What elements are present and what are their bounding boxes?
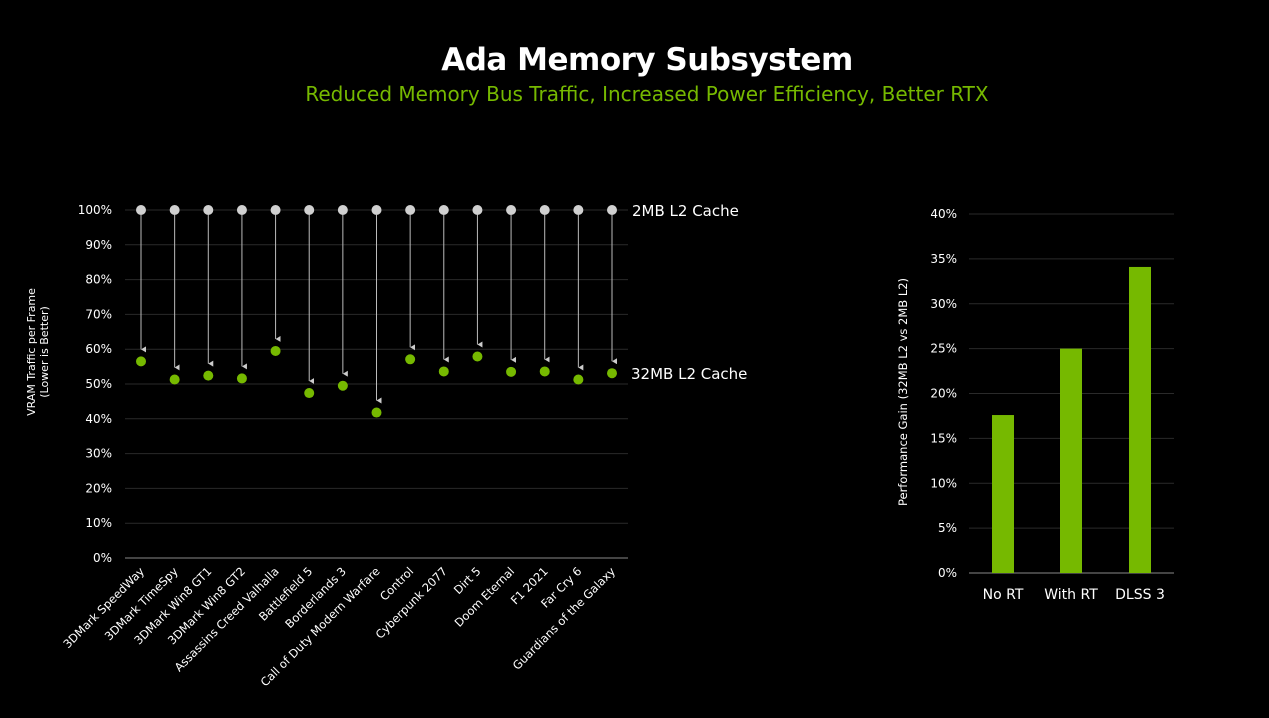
point-2mb-l2 <box>405 205 416 215</box>
y-tick-label: 40% <box>930 207 957 221</box>
y-tick-label: 30% <box>85 447 112 461</box>
point-2mb-l2 <box>607 205 617 215</box>
y-tick-label: 50% <box>85 377 112 391</box>
y-tick-label: 0% <box>938 566 957 580</box>
point-32mb-l2 <box>438 366 449 377</box>
point-32mb-l2 <box>136 356 146 367</box>
point-2mb-l2 <box>506 205 517 215</box>
point-32mb-l2 <box>203 370 214 381</box>
y-tick-label: 70% <box>85 307 112 321</box>
point-2mb-l2 <box>472 205 483 215</box>
point-2mb-l2 <box>236 205 247 215</box>
point-32mb-l2 <box>304 388 315 399</box>
page-subtitle: Reduced Memory Bus Traffic, Increased Po… <box>305 82 989 106</box>
point-32mb-l2 <box>405 354 416 365</box>
y-axis-label-line: (Lower is Better) <box>38 306 51 398</box>
y-tick-label: 10% <box>930 476 957 490</box>
bar <box>992 415 1014 573</box>
point-2mb-l2 <box>337 205 348 215</box>
bar <box>1129 266 1151 573</box>
point-32mb-l2 <box>371 407 382 418</box>
y-tick-label: 20% <box>85 481 112 495</box>
point-32mb-l2 <box>506 366 517 377</box>
y-tick-label: 35% <box>930 252 957 266</box>
y-tick-label: 20% <box>930 387 957 401</box>
x-tick-label: DLSS 3 <box>1115 587 1165 603</box>
point-2mb-l2 <box>136 205 146 215</box>
y-tick-label: 25% <box>930 342 957 356</box>
series-label-2mb: 2MB L2 Cache <box>632 202 739 220</box>
y-axis-label: VRAM Traffic per Frame(Lower is Better) <box>25 288 51 416</box>
series-label-32mb: 32MB L2 Cache <box>631 365 747 383</box>
point-32mb-l2 <box>337 380 348 391</box>
y-tick-label: 10% <box>85 516 112 530</box>
point-32mb-l2 <box>573 374 584 385</box>
point-2mb-l2 <box>270 205 281 215</box>
y-axis-label: Performance Gain (32MB L2 vs 2MB L2) <box>896 278 910 506</box>
y-axis-label-line: VRAM Traffic per Frame <box>25 288 38 416</box>
point-32mb-l2 <box>539 366 550 377</box>
y-tick-label: 60% <box>85 342 112 356</box>
point-2mb-l2 <box>438 205 449 215</box>
point-2mb-l2 <box>304 205 315 215</box>
page-title: Ada Memory Subsystem <box>441 42 853 78</box>
y-tick-label: 90% <box>85 238 112 252</box>
y-tick-label: 15% <box>930 431 957 445</box>
point-2mb-l2 <box>169 205 180 215</box>
point-32mb-l2 <box>472 351 483 362</box>
bar <box>1060 348 1082 573</box>
y-tick-label: 30% <box>930 297 957 311</box>
y-tick-label: 100% <box>78 203 112 217</box>
y-tick-label: 40% <box>85 412 112 426</box>
y-tick-label: 5% <box>938 521 957 535</box>
point-32mb-l2 <box>236 373 247 384</box>
point-2mb-l2 <box>203 205 214 215</box>
point-2mb-l2 <box>371 205 382 215</box>
point-32mb-l2 <box>270 345 281 356</box>
point-32mb-l2 <box>607 368 617 379</box>
y-tick-label: 0% <box>93 551 112 565</box>
point-2mb-l2 <box>539 205 550 215</box>
point-2mb-l2 <box>573 205 584 215</box>
point-32mb-l2 <box>169 374 180 385</box>
x-tick-label: With RT <box>1044 587 1098 603</box>
x-tick-label: No RT <box>983 587 1024 603</box>
y-tick-label: 80% <box>85 273 112 287</box>
